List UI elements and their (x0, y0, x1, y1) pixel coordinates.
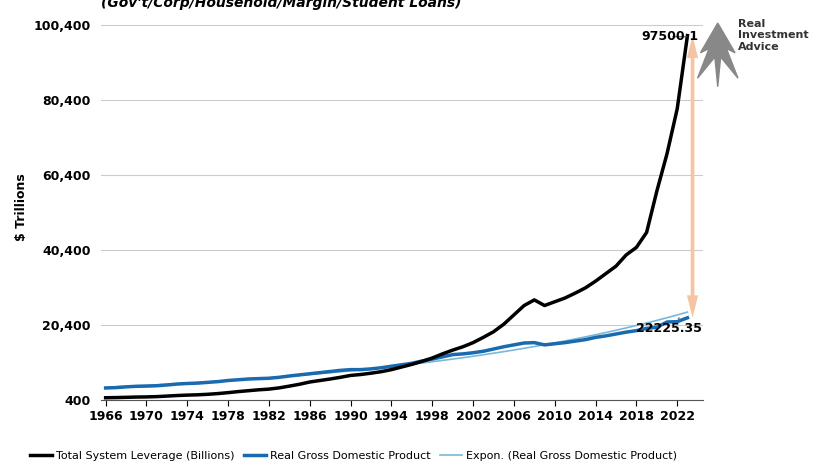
Y-axis label: $ Trillions: $ Trillions (15, 173, 28, 241)
Polygon shape (698, 23, 738, 87)
Text: Real
Investment
Advice: Real Investment Advice (738, 19, 809, 52)
Text: (Gov't/Corp/Household/Margin/Student Loans): (Gov't/Corp/Household/Margin/Student Loa… (101, 0, 461, 10)
Legend: Total System Leverage (Billions), Real Gross Domestic Product, Expon. (Real Gros: Total System Leverage (Billions), Real G… (25, 447, 681, 465)
Polygon shape (687, 36, 698, 318)
Text: 22225.35: 22225.35 (636, 318, 702, 334)
Text: 97500.1: 97500.1 (642, 30, 699, 43)
